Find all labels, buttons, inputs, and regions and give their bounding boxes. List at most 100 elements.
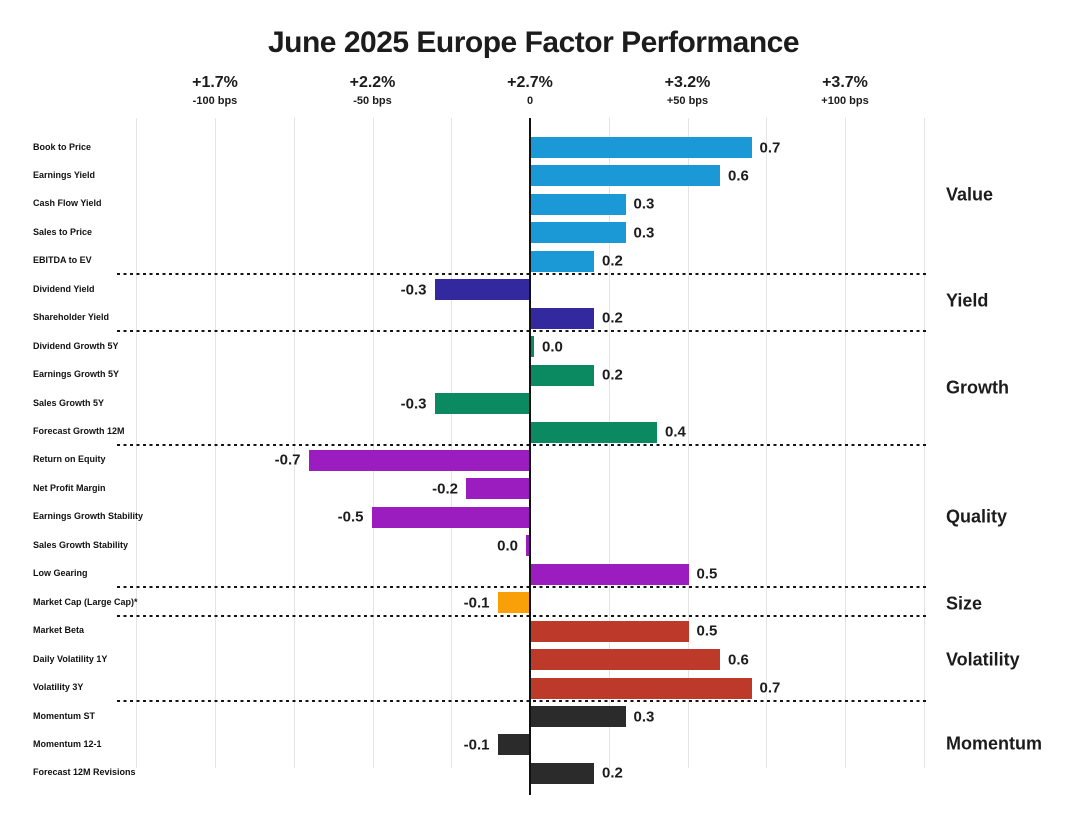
bar-value-label: -0.1 (463, 594, 490, 612)
factor-label-volatility-3y: Volatility 3Y (33, 682, 84, 693)
bar-momentum-12-1 (497, 734, 529, 756)
bar-value-label: 0.7 (759, 679, 781, 697)
gridline (845, 118, 846, 768)
factor-label-momentum-st: Momentum ST (33, 710, 95, 721)
bar-market-cap-large-cap (497, 592, 529, 614)
factor-label-market-beta: Market Beta (33, 625, 85, 636)
gridline (372, 118, 374, 768)
factor-label-book-to-price: Book to Price (33, 141, 92, 152)
zero-axis-line (529, 118, 531, 795)
axis-tick-percent-label: +3.2% (664, 74, 711, 91)
group-label-size: Size (946, 593, 983, 614)
bar-value-label: 0.0 (497, 537, 518, 555)
bar-forecast-growth-12m (531, 421, 657, 443)
bar-value-label: -0.1 (463, 736, 490, 754)
bar-momentum-st (531, 706, 626, 727)
bar-value-label: 0.6 (728, 167, 749, 185)
bar-value-label: 0.2 (602, 252, 623, 270)
bar-low-gearing (531, 563, 689, 585)
gridline (451, 118, 453, 768)
bar-dividend-yield (434, 279, 529, 301)
bar-shareholder-yield (531, 307, 594, 329)
factor-label-sales-growth-stability: Sales Growth Stability (33, 539, 129, 550)
bar-cash-flow-yield (531, 193, 626, 215)
group-label-momentum: Momentum (946, 733, 1042, 754)
bar-forecast-12m-revisions (531, 762, 594, 784)
bar-market-beta (531, 620, 689, 642)
axis-tick-bps-label: +50 bps (666, 95, 709, 107)
factor-label-sales-to-price: Sales to Price (33, 226, 93, 237)
bar-value-label: 0.2 (602, 309, 623, 327)
group-label-quality: Quality (946, 506, 1008, 527)
bar-value-label: -0.2 (432, 480, 458, 498)
factor-label-earnings-growth-5y: Earnings Growth 5Y (33, 369, 120, 380)
bar-value-label: 0.2 (602, 764, 623, 782)
bar-sales-to-price (531, 222, 626, 244)
bar-value-label: -0.5 (337, 508, 364, 526)
axis-tick-percent-label: +2.7% (507, 74, 553, 91)
axis-tick: +3.2% +50 bps (665, 75, 711, 107)
bar-value-label: 0.3 (633, 224, 655, 242)
factor-label-cash-flow-yield: Cash Flow Yield (33, 198, 102, 209)
chart-title: June 2025 Europe Factor Performance (267, 26, 800, 59)
gridline (766, 118, 768, 768)
group-label-volatility: Volatility (946, 649, 1020, 670)
bar-value-label: -0.7 (274, 451, 301, 469)
bar-value-label: 0.5 (696, 565, 718, 583)
axis-tick-percent-label: +3.7% (822, 74, 868, 91)
bar-earnings-growth-stability (371, 506, 529, 528)
axis-tick: +1.7% -100 bps (192, 75, 238, 107)
bar-earnings-yield (531, 165, 720, 187)
factor-label-return-on-equity: Return on Equity (33, 454, 106, 465)
gridline (136, 118, 138, 768)
bar-return-on-equity (308, 449, 529, 471)
bar-book-to-price (531, 137, 752, 158)
group-separator-line (117, 273, 927, 276)
gridline (923, 118, 925, 768)
bar-value-label: 0.6 (728, 651, 749, 669)
bar-earnings-growth-5y (531, 364, 594, 386)
group-separator-line (117, 586, 927, 589)
gridline (293, 118, 295, 768)
bar-value-label: -0.3 (400, 395, 427, 413)
group-separator-line (117, 330, 927, 333)
factor-label-dividend-yield: Dividend Yield (33, 283, 95, 294)
axis-tick-percent-label: +1.7% (192, 74, 238, 91)
factor-label-momentum-12-1: Momentum 12-1 (33, 738, 102, 749)
bar-sales-growth-stability (526, 535, 529, 557)
bar-dividend-growth-5y (531, 336, 534, 358)
bar-value-label: 0.7 (759, 139, 781, 156)
factor-label-net-profit-margin: Net Profit Margin (33, 482, 106, 493)
factor-label-daily-volatility-1y: Daily Volatility 1Y (33, 653, 108, 664)
axis-tick: +3.7% +100 bps (821, 75, 868, 107)
group-separator-line (117, 700, 927, 703)
factor-label-sales-growth-5y: Sales Growth 5Y (33, 397, 105, 408)
bar-sales-growth-5y (434, 393, 529, 415)
group-label-growth: Growth (946, 377, 1009, 398)
gridline (215, 118, 216, 768)
group-label-value: Value (946, 184, 994, 205)
factor-label-market-cap-large-cap: Market Cap (Large Cap)* (33, 596, 138, 607)
bar-value-label: 0.3 (633, 708, 655, 725)
factor-label-low-gearing: Low Gearing (33, 568, 88, 579)
bar-value-label: 0.5 (696, 622, 718, 640)
bar-value-label: 0.3 (633, 195, 655, 213)
group-separator-line (117, 444, 927, 446)
factor-label-forecast-growth-12m: Forecast Growth 12M (33, 426, 125, 437)
bar-value-label: 0.0 (542, 338, 563, 356)
bar-ebitda-to-ev (531, 250, 594, 272)
axis-tick-percent-label: +2.2% (349, 74, 396, 91)
bar-value-label: 0.4 (665, 423, 686, 441)
factor-label-shareholder-yield: Shareholder Yield (33, 312, 110, 323)
axis-tick-bps-label: -100 bps (192, 95, 238, 107)
factor-label-earnings-growth-stability: Earnings Growth Stability (33, 511, 144, 522)
axis-tick-bps-label: 0 (526, 95, 534, 107)
factor-label-ebitda-to-ev: EBITDA to EV (33, 255, 92, 266)
factor-label-dividend-growth-5y: Dividend Growth 5Y (33, 340, 119, 351)
axis-tick-bps-label: -50 bps (353, 95, 392, 107)
group-separator-line (117, 614, 927, 617)
bar-value-label: 0.2 (602, 366, 623, 384)
gridline (687, 118, 689, 768)
bar-value-label: -0.3 (400, 281, 427, 299)
